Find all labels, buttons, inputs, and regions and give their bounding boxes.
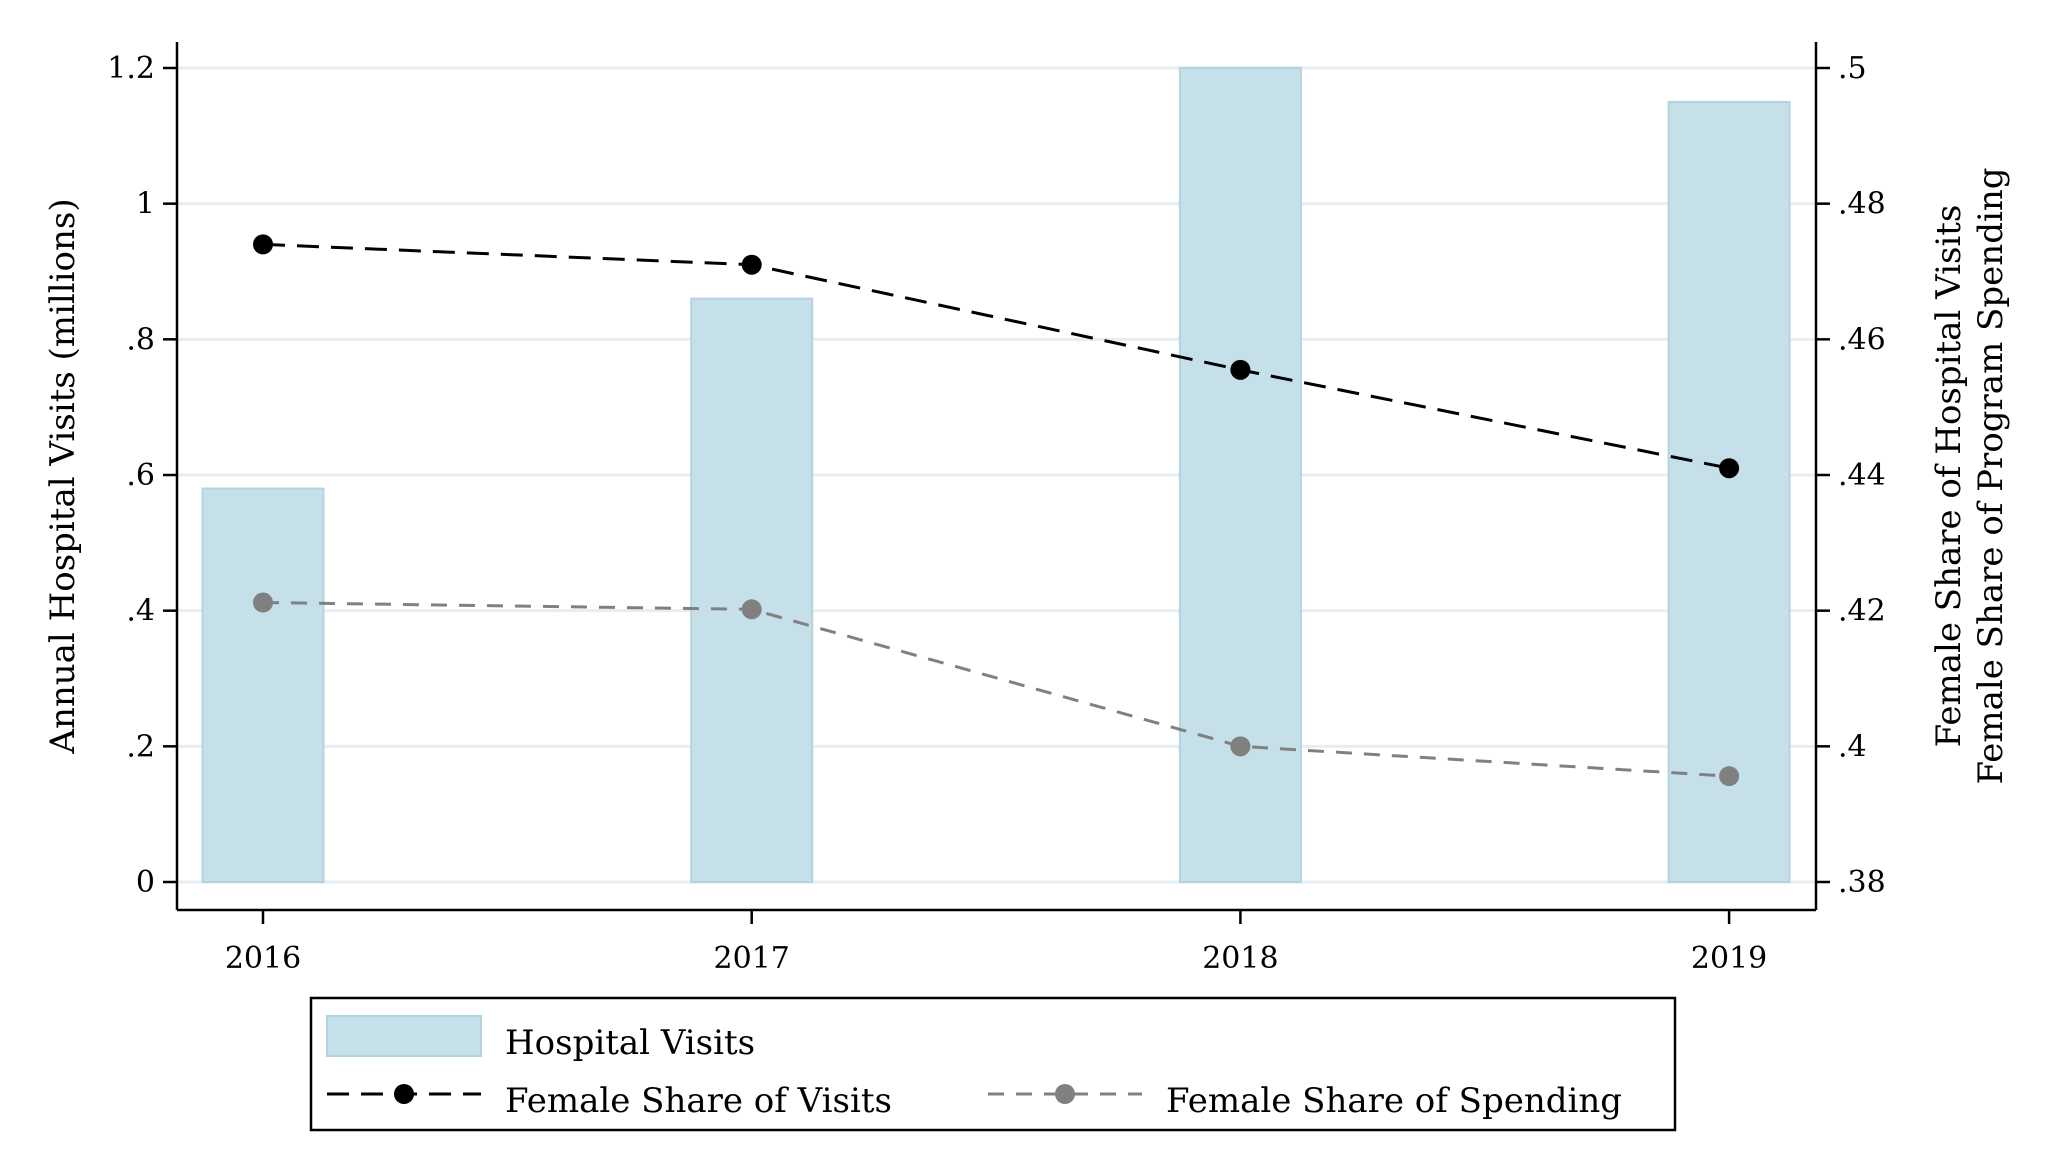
left-tick-label: 1 — [136, 187, 155, 222]
x-tick-label: 2019 — [1691, 941, 1767, 976]
legend-label-female-share-spending: Female Share of Spending — [1166, 1081, 1622, 1121]
x-tick-label: 2018 — [1202, 941, 1278, 976]
female-share-spending-line — [262, 601, 1730, 778]
right-tick-label: .4 — [1838, 729, 1867, 764]
left-tick-label: .2 — [126, 729, 155, 764]
bar-hospital-visits — [1178, 67, 1302, 883]
left-axis-title: Annual Hospital Visits (millions) — [43, 198, 83, 754]
bar-hospital-visits — [201, 487, 325, 883]
right-tick-label: .44 — [1838, 458, 1886, 493]
legend-marker-female-share-visits — [394, 1084, 414, 1104]
left-tick-label: .4 — [126, 594, 155, 629]
female-share-spending-point — [1230, 736, 1251, 757]
female-share-visits-point — [253, 234, 273, 255]
left-tick-label: 0 — [136, 865, 155, 900]
left-tick-label: 1.2 — [107, 51, 155, 86]
legend-marker-female-share-spending — [1055, 1084, 1075, 1104]
right-tick-label: .5 — [1838, 51, 1867, 86]
x-tick-label: 2017 — [714, 941, 790, 976]
right-tick-label: .38 — [1838, 865, 1886, 900]
legend-label-female-share-visits: Female Share of Visits — [505, 1081, 892, 1121]
right-axis-title-line-1: Female Share of Hospital Visits — [1929, 205, 1969, 748]
female-share-visits-line — [262, 242, 1730, 470]
right-tick-label: .42 — [1838, 594, 1886, 629]
female-share-spending-point — [1719, 766, 1740, 787]
legend-box — [309, 996, 1677, 1132]
female-share-visits-point — [1230, 359, 1251, 380]
bar-hospital-visits — [1667, 100, 1791, 883]
bar-hospital-visits — [690, 297, 814, 883]
female-share-visits-point — [741, 254, 762, 275]
female-share-spending-point — [253, 592, 273, 613]
x-tick-label: 2016 — [225, 941, 301, 976]
left-tick-label: .6 — [126, 458, 155, 493]
line-layer — [253, 234, 1740, 787]
female-share-visits-point — [1719, 458, 1740, 479]
axis-layer: 0 .2 .4 .6 .8 1 1.2 .38 .4 .42 .44 .46 .48 .5 2016 2017… — [43, 42, 2011, 976]
female-share-spending-point — [741, 599, 762, 620]
legend-swatch-hospital-visits — [326, 1015, 482, 1057]
right-tick-label: .46 — [1838, 322, 1886, 357]
left-tick-label: .8 — [126, 322, 155, 357]
right-tick-label: .48 — [1838, 187, 1886, 222]
grid-layer — [177, 66, 1816, 884]
legend-layer: Hospital Visits Female Share of Visits Fem… — [309, 996, 1677, 1132]
right-axis-title-line-2: Female Share of Program Spending — [1971, 168, 2011, 785]
legend-label-hospital-visits: Hospital Visits — [505, 1023, 755, 1063]
